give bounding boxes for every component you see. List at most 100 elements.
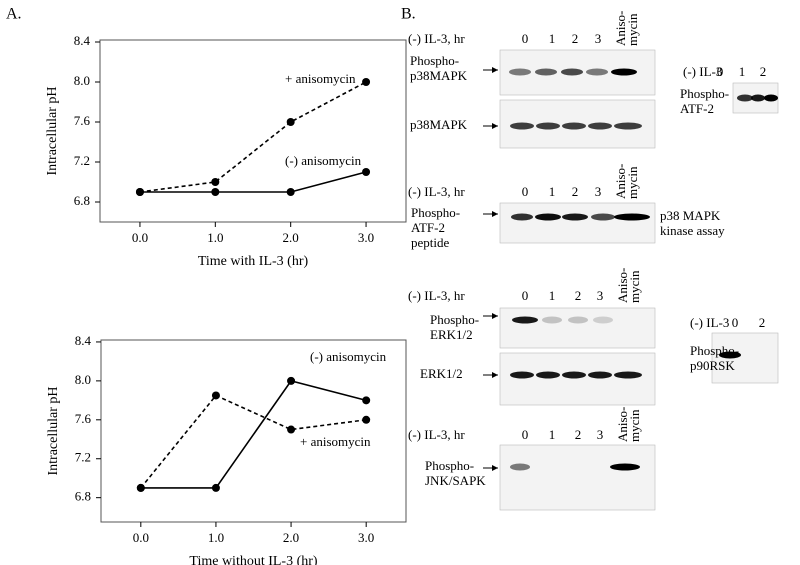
- lane-label: 0: [717, 64, 724, 79]
- band: [562, 122, 586, 130]
- data-point: [362, 78, 371, 86]
- lane-header: (-) IL-3: [683, 64, 722, 79]
- blot-label: ATF-2: [411, 220, 445, 235]
- band: [536, 371, 560, 379]
- arrow-head: [492, 67, 498, 73]
- lane-label: Aniso-: [613, 164, 628, 199]
- blot: [711, 332, 779, 384]
- y-tick-label: 7.6: [74, 113, 91, 128]
- blot-label: ERK1/2: [430, 327, 473, 342]
- x-tick-label: 2.0: [283, 530, 299, 545]
- band: [614, 122, 642, 130]
- arrow-head: [492, 372, 498, 378]
- blot-label: p38MAPK: [410, 117, 468, 132]
- band: [588, 371, 612, 379]
- y-tick-label: 8.0: [74, 73, 90, 88]
- y-tick-label: 8.4: [74, 33, 91, 48]
- band: [586, 68, 608, 76]
- data-point: [135, 188, 144, 196]
- band: [610, 463, 640, 471]
- x-tick-label: 1.0: [207, 230, 223, 245]
- y-tick-label: 6.8: [74, 193, 90, 208]
- x-tick-label: 1.0: [208, 530, 224, 545]
- band: [562, 371, 586, 379]
- band: [510, 371, 534, 379]
- y-tick-label: 8.0: [75, 372, 91, 387]
- band: [764, 94, 778, 102]
- lane-label: 2: [575, 288, 582, 303]
- series-label: (-) anisomycin: [310, 349, 387, 364]
- series-label: + anisomycin: [300, 434, 371, 449]
- y-tick-label: 7.6: [75, 411, 92, 426]
- band: [535, 213, 561, 221]
- series-label: + anisomycin: [285, 71, 356, 86]
- x-tick-label: 0.0: [133, 530, 149, 545]
- lane-label: 2: [575, 427, 582, 442]
- lane-label: 1: [549, 184, 556, 199]
- arrow-head: [492, 211, 498, 217]
- lane-label: 0: [522, 427, 529, 442]
- lane-label: 3: [597, 288, 604, 303]
- blot-label: Phospho-: [410, 53, 459, 68]
- series-line: [139, 171, 367, 193]
- lane-label: 3: [595, 184, 602, 199]
- band: [536, 122, 560, 130]
- x-tick-label: 3.0: [358, 230, 374, 245]
- lane-label: mycin: [625, 166, 640, 199]
- data-point: [211, 391, 220, 400]
- blot-label: Phospho-: [430, 312, 479, 327]
- lane-label: 0: [522, 184, 529, 199]
- arrow-head: [492, 123, 498, 129]
- band: [509, 68, 531, 76]
- band: [542, 316, 562, 324]
- y-axis-label: Intracellular pH: [45, 86, 60, 175]
- band: [511, 213, 533, 221]
- lane-label: Aniso-: [615, 407, 630, 442]
- data-point: [362, 415, 371, 424]
- band: [591, 213, 615, 221]
- panel-label: A.: [6, 6, 22, 23]
- blot-label: p38MAPK: [410, 68, 468, 83]
- band: [737, 94, 753, 102]
- lane-label: 2: [760, 64, 767, 79]
- y-axis-label: Intracellular pH: [46, 386, 61, 475]
- band: [719, 351, 741, 359]
- blot-label: JNK/SAPK: [425, 473, 486, 488]
- blot-label: Phospho-: [425, 458, 474, 473]
- plot-frame: [99, 39, 407, 223]
- series-label: (-) anisomycin: [285, 153, 362, 168]
- lane-label: 0: [522, 288, 529, 303]
- lane-label: Aniso-: [615, 268, 630, 303]
- blot: [499, 307, 656, 349]
- data-point: [286, 118, 295, 126]
- blot-label: p38 MAPK: [660, 208, 721, 223]
- blot-label: kinase assay: [660, 223, 725, 238]
- blot: [499, 202, 656, 244]
- lane-header: (-) IL-3, hr: [408, 288, 465, 303]
- data-point: [211, 188, 220, 196]
- lane-label: Aniso-: [613, 11, 628, 46]
- band: [535, 68, 557, 76]
- data-point: [287, 425, 296, 434]
- lane-label: 1: [549, 427, 556, 442]
- arrow-head: [492, 313, 498, 319]
- lane-label: mycin: [627, 409, 642, 442]
- x-axis-label: Time with IL-3 (hr): [198, 254, 309, 269]
- y-tick-label: 8.4: [75, 333, 92, 348]
- lane-header: (-) IL-3, hr: [408, 427, 465, 442]
- data-point: [287, 376, 296, 385]
- band: [751, 94, 765, 102]
- data-point: [136, 483, 145, 492]
- x-tick-label: 0.0: [132, 230, 148, 245]
- x-axis-label: Time without IL-3 (hr): [189, 554, 318, 565]
- band: [510, 122, 534, 130]
- band: [588, 122, 612, 130]
- arrow-head: [492, 465, 498, 471]
- lane-label: mycin: [627, 270, 642, 303]
- panel-label: B.: [401, 6, 416, 23]
- blot-label: ATF-2: [680, 101, 714, 116]
- blot: [499, 444, 656, 511]
- blot-label: p90RSK: [690, 358, 735, 373]
- band: [561, 68, 583, 76]
